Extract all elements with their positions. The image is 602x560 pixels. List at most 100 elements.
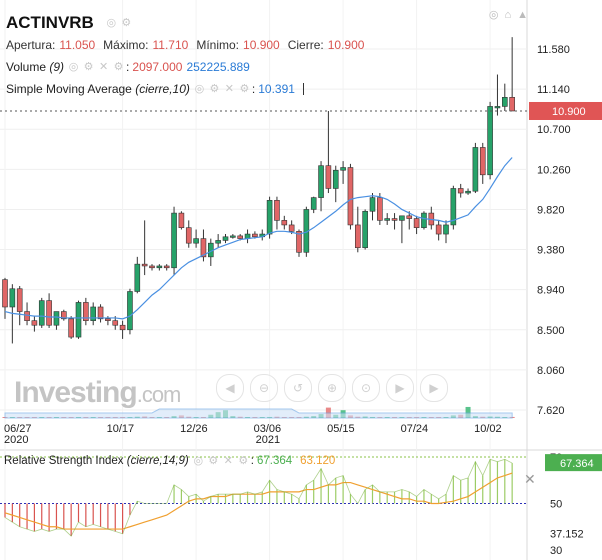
candle-body (362, 210, 368, 249)
zoom-fit-button[interactable]: ⊙ (352, 374, 380, 402)
candle-body (237, 235, 243, 239)
candle-body (369, 197, 376, 212)
candle-body (465, 190, 471, 194)
candle-body (171, 212, 177, 269)
candle-body (2, 279, 8, 308)
candle-body (325, 165, 332, 189)
go-end-icon: ▶ (395, 381, 405, 395)
close-icon[interactable]: ✕ (223, 454, 233, 467)
date-tick-label: 12/26 (180, 423, 208, 435)
price-tick-label: 8.500 (537, 325, 565, 337)
candle-body (112, 320, 119, 326)
watermark-suffix: .com (136, 382, 182, 407)
gear-icon[interactable]: ⚙ (238, 454, 249, 467)
candle-body (119, 324, 126, 331)
candle-body (9, 288, 16, 308)
price-axis: 11.580 11.140 10.700 10.260 9.820 9.380 8.940 8… (0, 44, 602, 417)
candle-body (16, 288, 23, 312)
candle-body (31, 320, 38, 326)
investing-watermark: Investing.com (14, 376, 182, 410)
candle-body (60, 311, 67, 320)
candle-body (193, 238, 199, 244)
chart-navigation: ◀ ⊖ ↺ ⊕ ⊙ ▶ ▶ (216, 374, 454, 402)
candle-body (354, 224, 361, 249)
arrow-right-icon: ▶ (429, 381, 439, 395)
volume-average-area (4, 408, 513, 419)
rsi-signal-line (4, 472, 513, 530)
candle-body (141, 263, 148, 267)
rsi-tick-label: 37.152 (550, 528, 584, 540)
price-tick-label: 11.140 (537, 84, 570, 96)
candle-body (406, 215, 413, 219)
candle-body (252, 233, 258, 238)
candle-body (487, 106, 493, 176)
candle-body (274, 200, 280, 221)
eye-icon[interactable]: ◎ (193, 454, 204, 467)
candle-body (399, 215, 405, 221)
date-year-label: 2021 (256, 434, 280, 446)
watermark-brand: Investing (14, 376, 138, 409)
candle-body (266, 200, 273, 235)
price-tick-label: 10.260 (537, 164, 571, 176)
reset-button[interactable]: ↺ (284, 374, 312, 402)
candle-body (46, 300, 52, 326)
rsi-close-icon[interactable]: ✕ (524, 471, 536, 487)
save-icon[interactable]: ⌂ (504, 9, 512, 21)
candle-body (215, 240, 221, 244)
volume-bars (2, 406, 515, 419)
candle-body (332, 169, 339, 189)
candle-body (68, 318, 74, 338)
candle-body (443, 224, 449, 235)
alert-icon[interactable]: ▲ (517, 9, 528, 21)
date-tick-label: 07/24 (401, 423, 429, 435)
scroll-right-button[interactable]: ▶ (420, 374, 448, 402)
candle-body (83, 302, 89, 321)
candle-body (310, 197, 317, 210)
candle-body (296, 231, 302, 253)
rsi-value-tag (545, 454, 602, 472)
date-tick-label: 05/15 (327, 423, 355, 435)
zoom-out-icon: ⊖ (258, 381, 270, 395)
rsi-line (4, 458, 513, 537)
candle-body (413, 218, 420, 228)
settings-icon[interactable]: ◎ (488, 9, 499, 21)
scroll-left-button[interactable]: ◀ (216, 374, 244, 402)
chart-top-controls: ◎ ⌂ ▲ (483, 8, 528, 21)
candle-body (391, 218, 398, 221)
arrow-left-icon: ◀ (225, 381, 235, 395)
candle-body (281, 220, 288, 226)
gear-icon[interactable]: ⚙ (208, 454, 219, 467)
candle-body (149, 265, 155, 269)
candle-body (384, 218, 391, 221)
zoom-in-button[interactable]: ⊕ (318, 374, 346, 402)
candle-body (178, 212, 185, 228)
zoom-in-icon: ⊕ (326, 381, 338, 395)
candle-body (501, 97, 508, 107)
candle-body (53, 311, 60, 326)
rsi-value-2: 63.120 (300, 455, 336, 467)
date-tick-label: 10/02 (474, 423, 502, 435)
volume-bar (465, 406, 471, 418)
rsi-value-label: 67.364 (560, 458, 594, 470)
candle-body (472, 147, 479, 192)
date-year-label: 2020 (4, 434, 28, 446)
sma-series-line (4, 157, 513, 320)
price-tick-label: 7.620 (537, 405, 565, 417)
candle-body (222, 236, 229, 241)
price-tick-label: 8.940 (537, 285, 565, 297)
rsi-tick-label: 50 (550, 499, 562, 511)
price-tick-label: 9.380 (537, 245, 565, 257)
price-tick-label: 8.060 (537, 365, 565, 377)
candle-body (105, 318, 111, 321)
candle-body (318, 165, 324, 198)
last-price-tag (529, 101, 602, 120)
date-tick-label: 10/17 (107, 423, 135, 435)
candle-body (377, 197, 383, 221)
price-tick-label: 10.700 (537, 124, 571, 136)
go-end-button[interactable]: ▶ (386, 374, 414, 402)
zoom-out-button[interactable]: ⊖ (250, 374, 278, 402)
candle-body (97, 306, 104, 320)
